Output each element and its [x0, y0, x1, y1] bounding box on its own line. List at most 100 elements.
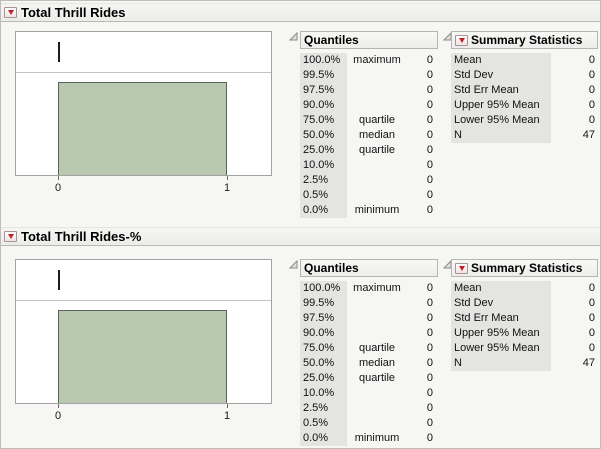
summary-value: 0	[588, 282, 595, 294]
quantile-pct: 50.0%	[300, 356, 347, 371]
summary-label: Std Err Mean	[451, 311, 551, 326]
red-triangle-icon	[7, 10, 14, 15]
summary-value: 0	[588, 327, 595, 339]
quantile-row: 25.0% quartile 0	[300, 371, 438, 386]
quantile-pct: 25.0%	[300, 371, 347, 386]
quantile-label: maximum	[353, 282, 401, 294]
quantile-row: 0.5% 0	[300, 416, 438, 431]
summary-value: 0	[588, 312, 595, 324]
quantile-pct: 0.0%	[300, 203, 347, 218]
summary-row: N 47	[451, 128, 598, 143]
outlier-boxplot-strip[interactable]	[16, 32, 271, 73]
quantile-row: 0.5% 0	[300, 188, 438, 203]
summary-statistics-header[interactable]: Summary Statistics	[451, 31, 598, 49]
quantile-pct: 100.0%	[300, 53, 347, 68]
quantile-pct: 25.0%	[300, 143, 347, 158]
disclosure-triangle-icon[interactable]	[289, 32, 298, 41]
quantile-value: 0	[426, 372, 433, 384]
quantile-row: 10.0% 0	[300, 386, 438, 401]
summary-row: Std Err Mean 0	[451, 83, 598, 98]
quantile-label: maximum	[353, 54, 401, 66]
quantile-value: 0	[426, 84, 433, 96]
outline-header-total-thrill-rides[interactable]: Total Thrill Rides	[1, 3, 600, 22]
quantile-row: 0.0% minimum 0	[300, 431, 438, 446]
disclosure-triangle-icon[interactable]	[289, 260, 298, 269]
summary-label: N	[451, 356, 551, 371]
red-triangle-menu-button[interactable]	[4, 231, 17, 242]
outline-header-total-thrill-rides-pct[interactable]: Total Thrill Rides-%	[1, 227, 600, 246]
red-triangle-menu-button[interactable]	[455, 34, 468, 46]
quantile-value: 0	[426, 129, 433, 141]
summary-row: Upper 95% Mean 0	[451, 98, 598, 113]
quantiles-header[interactable]: Quantiles	[300, 31, 438, 49]
quantile-label: minimum	[354, 204, 400, 216]
quantile-pct: 100.0%	[300, 281, 347, 296]
red-triangle-icon	[458, 37, 465, 43]
summary-statistics-table: Mean 0 Std Dev 0 Std Err Mean 0 Upper 95…	[451, 53, 598, 143]
quantile-label: quartile	[358, 144, 396, 156]
quantile-label: median	[358, 357, 396, 369]
quantile-row: 2.5% 0	[300, 173, 438, 188]
boxplot-line	[58, 270, 60, 290]
summary-label: Std Dev	[451, 296, 551, 311]
quantile-value: 0	[426, 297, 433, 309]
histogram-frame[interactable]	[15, 31, 272, 176]
summary-row: Lower 95% Mean 0	[451, 341, 598, 356]
quantile-row: 90.0% 0	[300, 98, 438, 113]
summary-row: Std Dev 0	[451, 296, 598, 311]
summary-row: Lower 95% Mean 0	[451, 113, 598, 128]
quantile-row: 97.5% 0	[300, 83, 438, 98]
quantile-value: 0	[426, 144, 433, 156]
summary-label: N	[451, 128, 551, 143]
quantile-value: 0	[426, 99, 433, 111]
quantiles-title: Quantiles	[304, 33, 359, 47]
summary-value: 0	[588, 99, 595, 111]
summary-statistics-table: Mean 0 Std Dev 0 Std Err Mean 0 Upper 95…	[451, 281, 598, 371]
quantile-row: 99.5% 0	[300, 68, 438, 83]
quantiles-title: Quantiles	[304, 261, 359, 275]
quantile-label: median	[358, 129, 396, 141]
summary-value: 0	[588, 69, 595, 81]
quantiles-table: 100.0% maximum 0 99.5% 0 97.5% 0 90.0% 0	[300, 53, 438, 218]
histogram-plot[interactable]	[16, 73, 271, 175]
summary-label: Mean	[451, 281, 551, 296]
quantile-value: 0	[426, 387, 433, 399]
summary-statistics-header[interactable]: Summary Statistics	[451, 259, 598, 277]
summary-row: Mean 0	[451, 281, 598, 296]
summary-label: Std Err Mean	[451, 83, 551, 98]
quantile-row: 100.0% maximum 0	[300, 281, 438, 296]
summary-label: Lower 95% Mean	[451, 113, 551, 128]
histogram-plot[interactable]	[16, 301, 271, 403]
histogram-bar[interactable]	[58, 82, 227, 175]
summary-label: Upper 95% Mean	[451, 98, 551, 113]
summary-row: Std Err Mean 0	[451, 311, 598, 326]
quantile-pct: 50.0%	[300, 128, 347, 143]
quantile-pct: 75.0%	[300, 341, 347, 356]
quantiles-header[interactable]: Quantiles	[300, 259, 438, 277]
quantile-pct: 90.0%	[300, 326, 347, 341]
summary-row: Upper 95% Mean 0	[451, 326, 598, 341]
quantile-pct: 2.5%	[300, 173, 347, 188]
quantile-label: quartile	[358, 342, 396, 354]
quantile-row: 2.5% 0	[300, 401, 438, 416]
outlier-boxplot-strip[interactable]	[16, 260, 271, 301]
red-triangle-icon	[458, 265, 465, 271]
histogram-frame[interactable]	[15, 259, 272, 404]
quantile-pct: 99.5%	[300, 68, 347, 83]
quantile-value: 0	[426, 174, 433, 186]
red-triangle-menu-button[interactable]	[455, 262, 468, 274]
quantile-pct: 0.0%	[300, 431, 347, 446]
quantile-pct: 97.5%	[300, 311, 347, 326]
quantile-row: 50.0% median 0	[300, 128, 438, 143]
summary-label: Mean	[451, 53, 551, 68]
quantile-pct: 2.5%	[300, 401, 347, 416]
red-triangle-menu-button[interactable]	[4, 7, 17, 18]
summary-row: N 47	[451, 356, 598, 371]
quantile-pct: 0.5%	[300, 416, 347, 431]
x-axis-label: 1	[223, 182, 231, 194]
quantile-value: 0	[426, 327, 433, 339]
x-axis-tick	[227, 176, 228, 180]
histogram-bar[interactable]	[58, 310, 227, 403]
quantile-value: 0	[426, 417, 433, 429]
quantile-value: 0	[426, 189, 433, 201]
